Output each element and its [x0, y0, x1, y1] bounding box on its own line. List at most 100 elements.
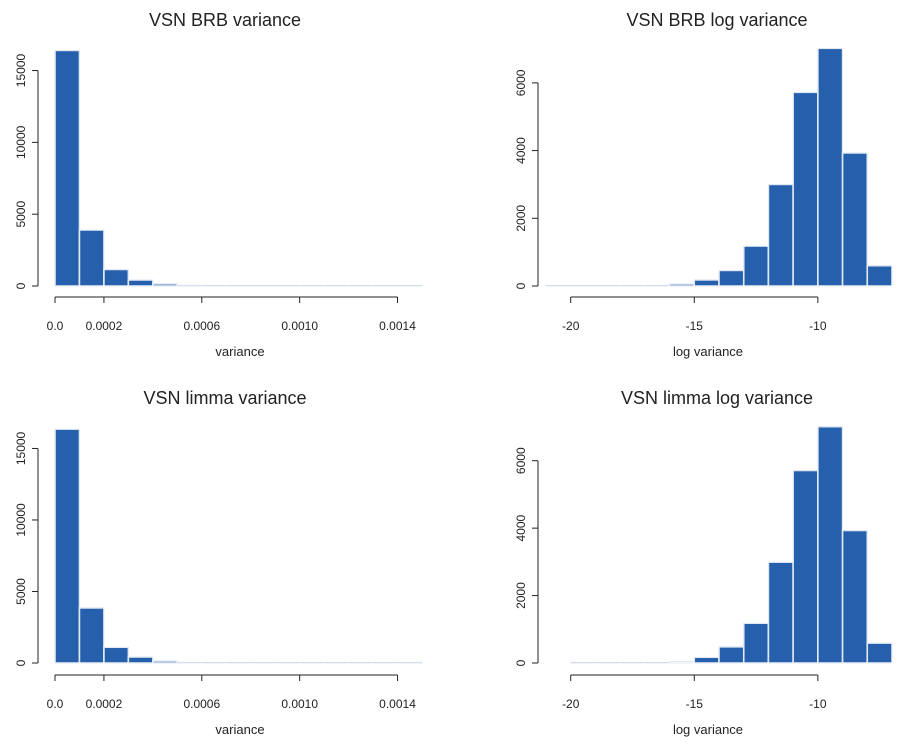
y-tick-label: 0: [514, 659, 528, 666]
chart-title: VSN BRB log variance: [626, 10, 807, 30]
histogram-bar-outline: [348, 662, 374, 664]
histogram-bar: [866, 264, 893, 287]
panel-limma-log-variance: VSN limma log variance log variance -20 -…: [514, 388, 893, 737]
x-tick-label: -15: [686, 697, 704, 711]
histogram-bar: [152, 660, 179, 664]
y-tick-label: 10000: [14, 125, 28, 159]
histogram-bar-outline: [866, 642, 893, 664]
y-tick-label: 0: [514, 282, 528, 289]
x-axis-label: log variance: [673, 344, 743, 359]
y-tick-label: 4000: [514, 137, 528, 164]
y-tick-label: 10000: [14, 503, 28, 537]
y-tick-label: 2000: [514, 205, 528, 232]
histogram-bar-outline: [79, 229, 105, 287]
x-axis-label: variance: [215, 344, 264, 359]
histogram-bar-outline: [201, 285, 227, 287]
histogram-bar-outline: [595, 662, 621, 664]
y-tick-label: 15000: [14, 431, 28, 465]
x-tick-label: 0.0010: [281, 319, 318, 333]
histogram-bar-outline: [595, 285, 621, 287]
histogram-bar: [866, 642, 893, 664]
histogram-bar: [693, 279, 720, 287]
histogram-bar-outline: [103, 646, 129, 664]
y-tick-label: 4000: [514, 514, 528, 541]
histogram-bar: [103, 268, 130, 287]
x-tick-label: 0.0006: [183, 319, 220, 333]
histogram-bar: [841, 152, 869, 287]
histogram-bar-outline: [842, 152, 868, 287]
histogram-bar-outline: [842, 530, 868, 664]
histogram-bar-outline: [250, 662, 276, 664]
panel-brb-variance: VSN BRB variance variance 0.0 0.0002 0.000…: [14, 10, 423, 359]
histogram-bar: [767, 561, 794, 664]
histogram-bar-outline: [225, 662, 252, 664]
histogram-bar: [817, 47, 844, 287]
histogram-bar-outline: [570, 285, 596, 287]
histogram-bar-outline: [225, 285, 252, 287]
y-tick-label: 5000: [14, 578, 28, 605]
histogram-bar-outline: [397, 285, 423, 287]
histogram-bar: [54, 49, 81, 287]
histogram-bar: [103, 646, 130, 664]
x-tick-label: 0.0002: [86, 697, 123, 711]
histogram-bar: [792, 469, 819, 664]
histogram-bar-outline: [103, 269, 129, 287]
histogram-bar: [693, 656, 720, 664]
histogram-bar: [78, 229, 105, 287]
x-tick-label: 0.0: [47, 697, 64, 711]
histogram-bar-outline: [372, 285, 398, 287]
histogram-bar-outline: [299, 662, 325, 664]
histogram-bar: [78, 607, 105, 664]
y-tick-label: 0: [14, 659, 28, 666]
histogram-bar-outline: [250, 285, 276, 287]
x-tick-label: 0.0014: [379, 319, 416, 333]
x-tick-label: 0.0006: [183, 697, 220, 711]
y-tick-label: 2000: [514, 582, 528, 609]
x-tick-label: 0.0010: [281, 697, 318, 711]
histogram-bar: [817, 425, 844, 664]
y-tick-label: 6000: [514, 69, 528, 96]
x-tick-label: 0.0: [47, 319, 64, 333]
histogram-bar-outline: [128, 656, 154, 664]
histogram-bar-outline: [323, 662, 349, 664]
histogram-bar: [718, 646, 745, 664]
x-tick-label: 0.0014: [379, 697, 416, 711]
x-tick-label: -10: [809, 697, 827, 711]
x-tick-label: -10: [809, 319, 827, 333]
histogram-bar: [841, 529, 869, 664]
histogram-bar-outline: [201, 662, 227, 664]
histogram-bar: [792, 91, 819, 287]
histogram-bar-outline: [299, 285, 325, 287]
histogram-bar-outline: [348, 285, 374, 287]
histogram-bar-outline: [79, 607, 105, 664]
histogram-bar-outline: [644, 285, 670, 287]
histogram-bar-outline: [570, 662, 596, 664]
x-tick-label: 0.0002: [86, 319, 123, 333]
histogram-bar: [127, 656, 154, 664]
y-tick-label: 0: [14, 282, 28, 289]
histogram-bar-outline: [54, 428, 80, 664]
histogram-bar: [767, 183, 794, 287]
histogram-bar-outline: [128, 279, 154, 287]
panel-brb-log-variance: VSN BRB log variance log variance -20 -15…: [514, 10, 893, 359]
histogram-bar-outline: [397, 662, 423, 664]
panel-limma-variance: VSN limma variance variance 0.0 0.0002 0.0…: [14, 388, 423, 737]
histogram-bar-outline: [619, 662, 646, 664]
histogram-bar: [742, 245, 770, 287]
histogram-bar-outline: [619, 285, 646, 287]
y-tick-label: 6000: [514, 447, 528, 474]
histogram-bar: [742, 622, 770, 664]
chart-title: VSN limma log variance: [621, 388, 813, 408]
histogram-bar-outline: [323, 285, 349, 287]
histogram-bar: [54, 428, 81, 664]
histogram-bar-outline: [866, 265, 893, 287]
x-tick-label: -15: [686, 319, 704, 333]
histogram-bar: [718, 269, 745, 287]
x-axis-label: variance: [215, 722, 264, 737]
x-axis-label: log variance: [673, 722, 743, 737]
chart-title: VSN limma variance: [143, 388, 306, 408]
y-tick-label: 5000: [14, 201, 28, 228]
y-tick-label: 15000: [14, 54, 28, 88]
